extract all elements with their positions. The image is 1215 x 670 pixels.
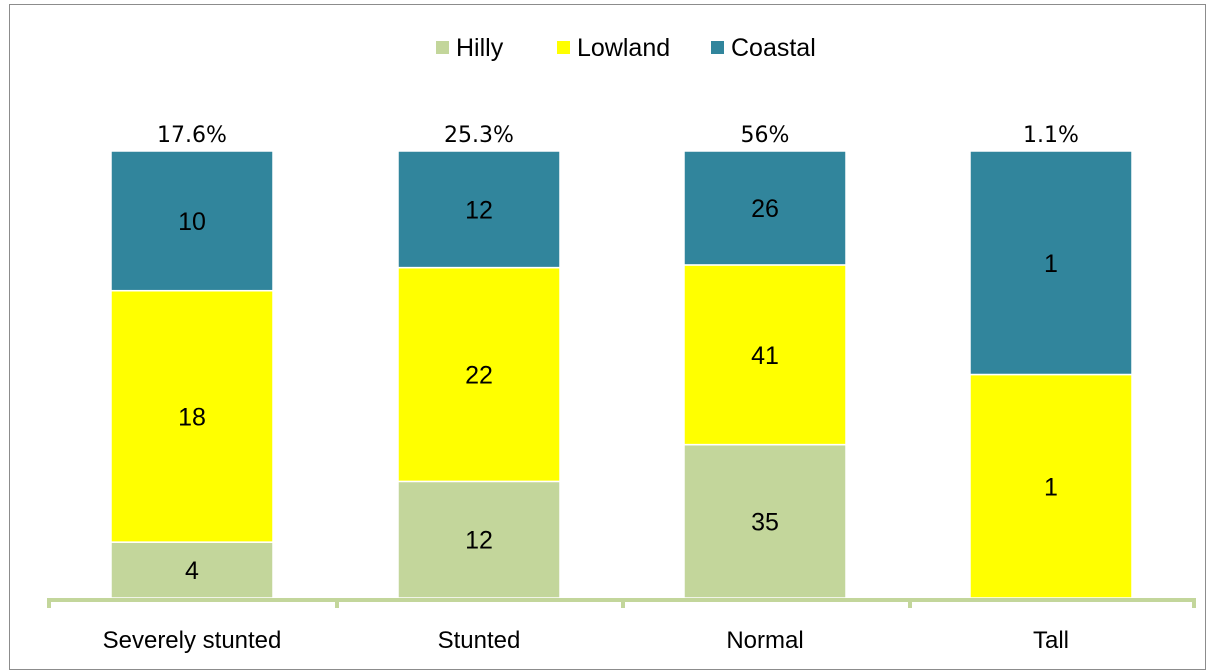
category-label-stunted: Stunted: [438, 627, 521, 654]
total-label-severely-stunted: 17.6%: [157, 123, 227, 148]
data-label-normal-hilly: 35: [751, 508, 779, 536]
legend-label-lowland: Lowland: [577, 34, 670, 62]
category-label-normal: Normal: [726, 627, 803, 654]
bar-segment-normal-coastal: [683, 150, 847, 266]
bar-segment-tall-lowland: [969, 373, 1133, 599]
data-label-stunted-hilly: 12: [465, 527, 493, 555]
legend: Hilly Lowland Coastal: [436, 34, 816, 62]
data-label-severely-stunted-coastal: 10: [178, 208, 206, 236]
bar-segment-stunted-hilly: [397, 480, 561, 599]
bar-segment-normal-lowland: [683, 264, 847, 446]
data-label-stunted-coastal: 12: [465, 196, 493, 224]
legend-swatch-hilly: [436, 41, 449, 54]
legend-label-hilly: Hilly: [456, 34, 504, 62]
bar-segment-normal-hilly: [683, 443, 847, 599]
bar-segment-severely-stunted-hilly: [110, 541, 274, 599]
total-label-stunted: 25.3%: [444, 123, 514, 148]
x-axis: Severely stunted Stunted Normal Tall: [47, 598, 1196, 654]
legend-label-coastal: Coastal: [731, 34, 816, 62]
data-label-tall-lowland: 1: [1044, 473, 1058, 501]
bars: 4 18 10 17.6% 12 22 12 25.3% 35 41 26 56% 1 1 1.1%: [110, 123, 1133, 599]
data-label-normal-coastal: 26: [751, 195, 779, 223]
bar-segment-tall-coastal: [969, 150, 1133, 376]
data-label-stunted-lowland: 22: [465, 362, 493, 390]
data-label-severely-stunted-hilly: 4: [185, 557, 199, 585]
legend-swatch-coastal: [711, 41, 724, 54]
data-label-severely-stunted-lowland: 18: [178, 403, 206, 431]
bar-segment-stunted-coastal: [397, 150, 561, 269]
category-label-severely-stunted: Severely stunted: [103, 627, 282, 654]
bar-segment-stunted-lowland: [397, 266, 561, 483]
total-label-normal: 56%: [741, 123, 790, 148]
category-label-tall: Tall: [1033, 627, 1069, 654]
total-label-tall: 1.1%: [1023, 123, 1079, 148]
data-label-normal-lowland: 41: [751, 342, 779, 370]
legend-swatch-lowland: [557, 41, 570, 54]
bar-segment-severely-stunted-coastal: [110, 150, 274, 292]
data-label-tall-coastal: 1: [1044, 250, 1058, 278]
